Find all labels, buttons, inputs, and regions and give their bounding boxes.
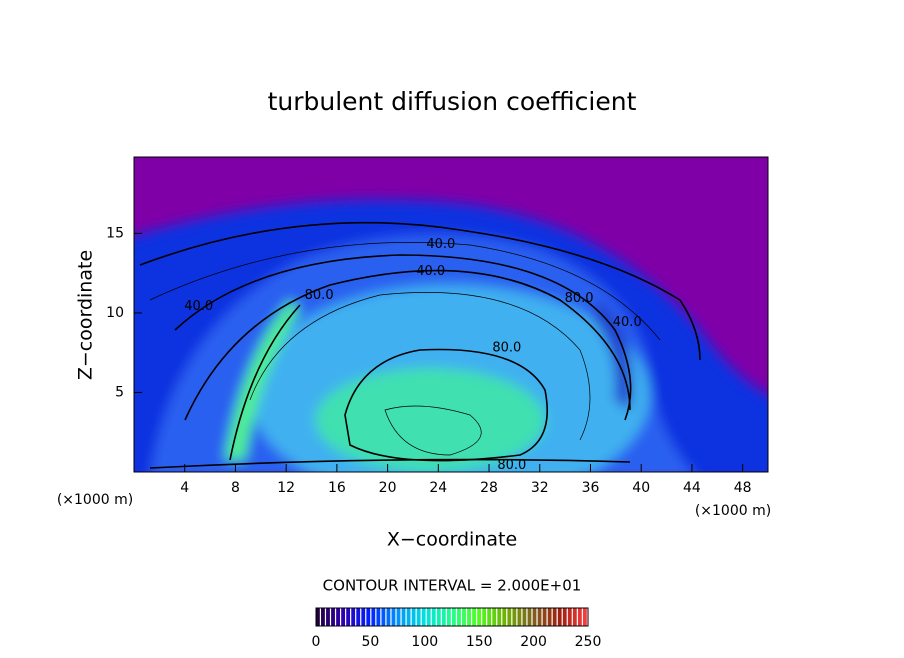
contour-label: 80.0	[497, 458, 526, 473]
colorbar-frame	[315, 607, 589, 627]
x-tick-label: 48	[734, 480, 752, 496]
colorbar-cell	[416, 608, 421, 626]
colorbar-cell	[316, 608, 320, 626]
colorbar-tick-label: 0	[312, 634, 321, 650]
x-tick-label: 16	[328, 480, 346, 496]
contour-label: 40.0	[184, 299, 213, 314]
colorbar-cell	[356, 608, 361, 626]
x-tick-label: 40	[632, 480, 650, 496]
x-tick-label: 32	[531, 480, 549, 496]
colorbar-cell	[522, 608, 527, 626]
colorbar-cell	[527, 608, 532, 626]
y-tick-label: 15	[106, 225, 124, 241]
colorbar-cell	[391, 608, 396, 626]
colorbar-cell	[452, 608, 456, 626]
colorbar-cell	[547, 608, 552, 626]
colorbar-cell	[482, 608, 487, 626]
colorbar-cell	[537, 608, 542, 626]
colorbar-cell	[426, 608, 431, 626]
colorbar-cell	[502, 608, 507, 626]
x-tick-label: 44	[683, 480, 701, 496]
colorbar-cell	[446, 608, 451, 626]
x-tick-label: 4	[180, 480, 189, 496]
colorbar-cell	[477, 608, 482, 626]
x-unit-label: (×1000 m)	[695, 503, 771, 519]
colorbar-cell	[376, 608, 381, 626]
colorbar-tick-label: 200	[520, 634, 547, 650]
x-axis-title: X−coordinate	[387, 529, 517, 551]
colorbar-tick-label: 150	[466, 634, 493, 650]
colorbar-cell	[361, 608, 366, 626]
colorbar-cell	[396, 608, 401, 626]
colorbar-cell	[371, 608, 376, 626]
colorbar-tick-label: 250	[575, 634, 602, 650]
y-axis-title: Z−coordinate	[75, 250, 97, 380]
colorbar-cell	[336, 608, 340, 626]
x-tick-label: 24	[429, 480, 447, 496]
colorbar-cell	[457, 608, 461, 626]
colorbar-cell	[331, 608, 335, 626]
x-tick-label: 36	[582, 480, 600, 496]
contour-label: 80.0	[565, 291, 594, 306]
contour-label: 40.0	[416, 264, 445, 279]
colorbar-caption: CONTOUR INTERVAL = 2.000E+01	[323, 577, 582, 595]
colorbar-cell	[467, 608, 471, 626]
colorbar-cell	[366, 608, 371, 626]
colorbar-cell	[567, 608, 572, 626]
y-tick-label: 5	[115, 384, 124, 400]
y-tick-label: 10	[106, 305, 124, 321]
colorbar-cell	[512, 608, 517, 626]
colorbar-cell	[321, 608, 325, 626]
contour-label: 80.0	[492, 340, 521, 355]
colorbar-cell	[507, 608, 512, 626]
colorbar-cell	[472, 608, 476, 626]
x-tick-label: 28	[480, 480, 498, 496]
colorbar-cell	[421, 608, 426, 626]
colorbar-cell	[431, 608, 436, 626]
colorbar-cell	[542, 608, 547, 626]
colorbar-cell	[562, 608, 567, 626]
colorbar-cell	[532, 608, 537, 626]
x-tick-label: 12	[277, 480, 295, 496]
colorbar-cell	[462, 608, 466, 626]
colorbar-cell	[351, 608, 356, 626]
colorbar-cell	[411, 608, 416, 626]
colorbar-cell	[577, 608, 582, 626]
colorbar-cell	[346, 608, 351, 626]
colorbar-cell	[552, 608, 557, 626]
colorbar-tick-label: 100	[411, 634, 438, 650]
colorbar-cell	[582, 608, 587, 626]
colorbar-cell	[497, 608, 502, 626]
colorbar-cell	[572, 608, 577, 626]
contour-label: 80.0	[305, 288, 334, 303]
colorbar-cell	[326, 608, 330, 626]
colorbar-cell	[386, 608, 391, 626]
colorbar-cell	[492, 608, 497, 626]
colorbar-cell	[341, 608, 346, 626]
colorbar-cell	[436, 608, 441, 626]
chart-title: turbulent diffusion coefficient	[268, 87, 637, 116]
field	[134, 157, 768, 472]
colorbar-cell	[381, 608, 386, 626]
colorbar-cell	[517, 608, 522, 626]
contour-label: 40.0	[426, 237, 455, 252]
x-tick-label: 20	[379, 480, 397, 496]
colorbar-tick-label: 50	[361, 634, 379, 650]
colorbar-cell	[441, 608, 446, 626]
plot-frame	[133, 156, 769, 473]
contour-label: 40.0	[613, 315, 642, 330]
x-unit-label: (×1000 m)	[57, 492, 133, 508]
x-tick-label: 8	[231, 480, 240, 496]
colorbar-cell	[487, 608, 492, 626]
colorbar-cell	[401, 608, 406, 626]
colorbar-cell	[406, 608, 411, 626]
colorbar-cell	[557, 608, 562, 626]
